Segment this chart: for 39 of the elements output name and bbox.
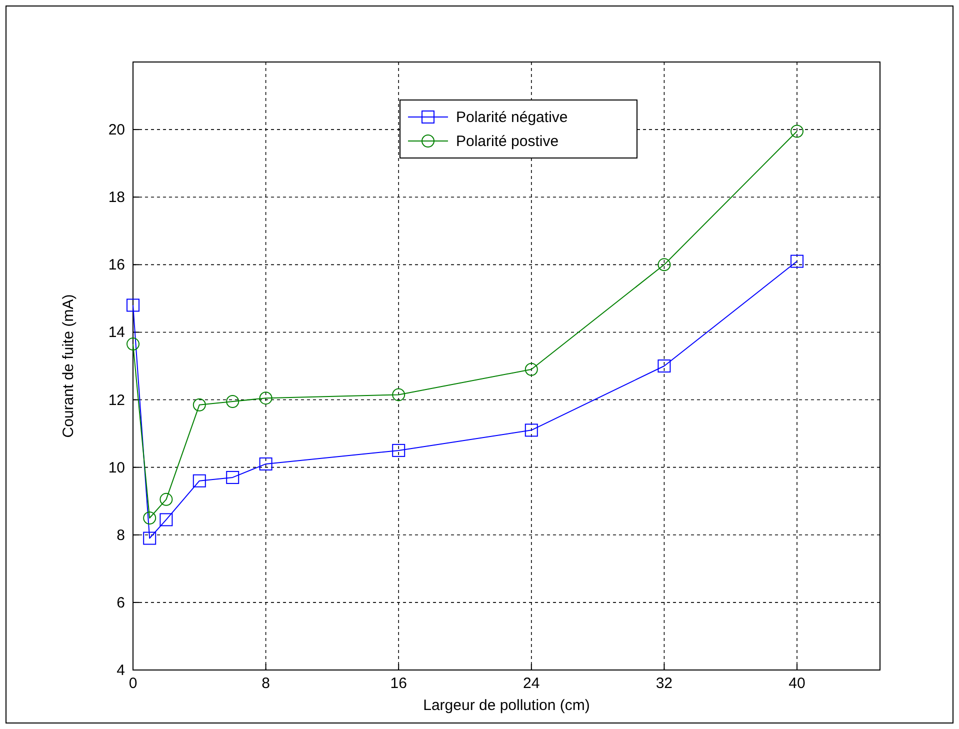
point: [192, 474, 206, 488]
y-tick-label: 20: [108, 122, 125, 139]
point: [143, 532, 156, 545]
point: [524, 362, 538, 376]
x-tick-label: 40: [788, 675, 806, 692]
point: [226, 470, 240, 484]
x-tick-label: 16: [390, 675, 407, 692]
point: [143, 512, 156, 524]
point: [126, 298, 140, 312]
x-tick-label: 24: [523, 675, 540, 692]
y-tick-label: 14: [108, 324, 125, 342]
point: [192, 398, 206, 412]
point: [790, 124, 804, 138]
point: [392, 388, 406, 402]
point: [658, 360, 671, 372]
x-axis-title: Largeur de pollution (cm): [423, 697, 590, 714]
point: [524, 424, 538, 437]
y-tick-label: 16: [108, 256, 125, 274]
point: [226, 394, 240, 408]
y-tick-label: 10: [108, 459, 125, 476]
y-tick-label: 12: [108, 392, 125, 409]
point: [658, 258, 671, 272]
y-tick-label: 6: [116, 594, 125, 612]
x-tick-label: 0: [128, 675, 138, 692]
point: [160, 492, 173, 506]
legend-label: Polarité négative: [456, 109, 568, 126]
y-tick-label: 18: [108, 189, 125, 206]
x-tick-label: 8: [262, 675, 270, 692]
point: [790, 254, 804, 268]
point: [392, 444, 406, 457]
point: [259, 457, 272, 470]
y-axis-title: Courant de fuite (mA): [60, 294, 77, 438]
point: [259, 392, 272, 405]
x-tick-label: 32: [656, 675, 673, 692]
point: [160, 513, 173, 526]
point: [126, 338, 140, 351]
legend-label: Polarité postive: [456, 133, 559, 150]
y-tick-label: 4: [116, 662, 125, 679]
y-tick-label: 8: [116, 526, 125, 544]
